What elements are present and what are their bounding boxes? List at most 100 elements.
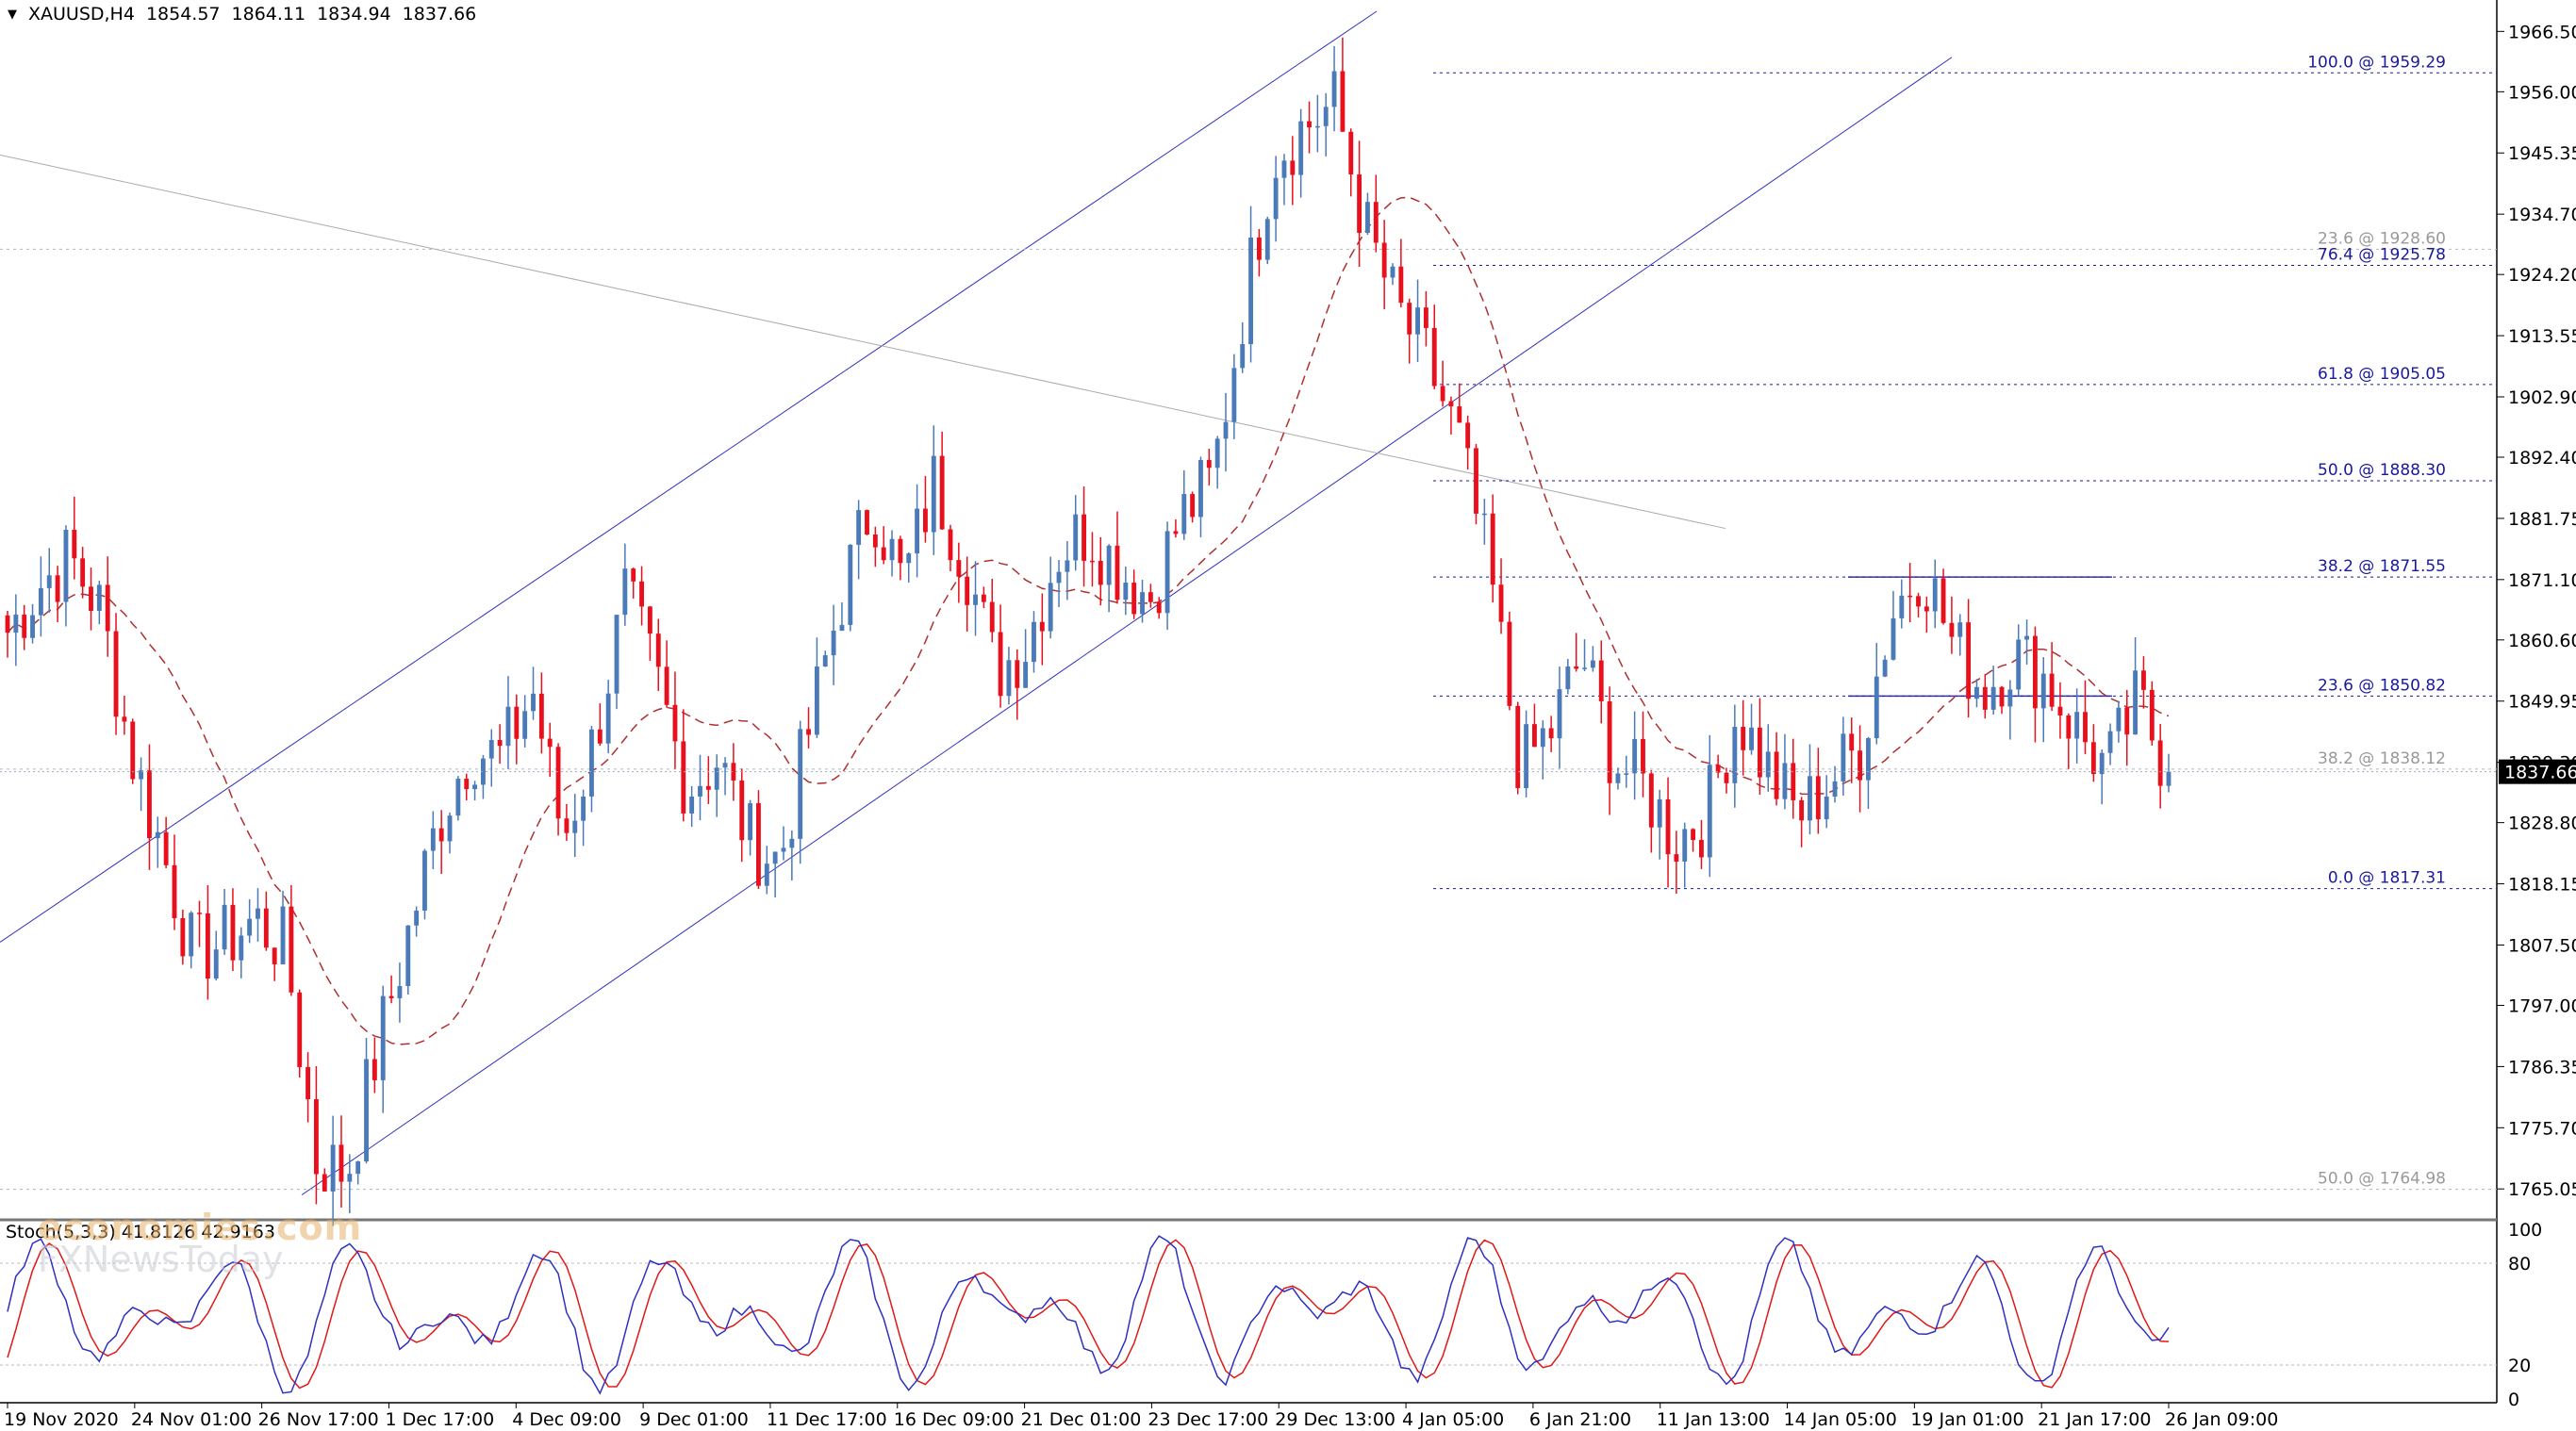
candle-bull [1540, 728, 1545, 748]
candle-bull [1565, 666, 1571, 690]
candle-bear [555, 747, 561, 819]
collapse-triangle-icon[interactable]: ▼ [8, 7, 17, 22]
candle-bear [172, 864, 177, 919]
candle-bear [1507, 621, 1512, 706]
candle-bull [1140, 592, 1145, 615]
candle-bear [1156, 601, 1162, 614]
candle-bear [1373, 202, 1379, 243]
candle-bear [1774, 751, 1779, 799]
candle-bear [1999, 686, 2005, 707]
candle-bear [1966, 622, 1972, 699]
candle-bull [906, 553, 912, 564]
candle-bear [756, 803, 761, 886]
candle-bear [1474, 448, 1478, 514]
candle-bear [2141, 670, 2146, 690]
price-tick-label: 1849.95 [2508, 692, 2576, 713]
candle-bear [163, 831, 169, 865]
candle-bull [447, 815, 453, 842]
candle-bear [806, 729, 811, 735]
fib-label: 50.0 @ 1888.30 [2318, 461, 2446, 480]
candle-bull [2024, 635, 2029, 640]
candle-bull [605, 693, 611, 744]
price-tick-label: 1765.05 [2508, 1179, 2576, 1200]
candle-bear [1698, 840, 1704, 858]
candle-bull [1164, 531, 1170, 614]
stoch-main-value: 41.8126 [121, 1222, 196, 1242]
candle-bear [514, 706, 520, 739]
candle-bear [1715, 765, 1721, 773]
candle-bear [2049, 673, 2055, 707]
candle-bear [1791, 763, 1796, 800]
fib-label: 38.2 @ 1838.12 [2318, 749, 2446, 768]
candle-bull [189, 913, 194, 957]
candle-bear [1598, 660, 1604, 701]
candle-bear [989, 601, 995, 633]
candle-bear [1532, 724, 1537, 748]
price-tick-label: 1828.80 [2508, 814, 2576, 834]
candle-bear [55, 575, 60, 602]
candle-bull [1415, 307, 1420, 335]
candle-bull [347, 1174, 353, 1182]
candle-bull [63, 530, 69, 602]
candle-bull [1264, 219, 1270, 260]
candle-bear [1940, 578, 1946, 623]
candle-bull [2074, 712, 2080, 739]
candle-bull [155, 831, 160, 839]
candle-bull [1808, 776, 1812, 821]
candle-bear [1206, 459, 1212, 469]
candle-bear [2124, 707, 2130, 735]
candle-bear [147, 770, 152, 839]
candle-bear [672, 704, 678, 742]
candle-bear [1498, 584, 1504, 622]
candle-bull [889, 538, 895, 561]
candle-bull [2016, 639, 2022, 690]
chart-header: ▼ XAUUSD,H4 1854.57 1864.11 1834.94 1837… [8, 4, 476, 25]
candle-bull [698, 785, 702, 797]
candle-bull [1048, 583, 1053, 632]
candle-bull [397, 986, 403, 998]
price-tick-label: 1902.90 [2508, 387, 2576, 408]
candle-bull [531, 693, 536, 712]
time-tick-label: 11 Jan 13:00 [1657, 1409, 1770, 1430]
candle-bear [2066, 715, 2072, 739]
candle-bear [731, 763, 736, 781]
candle-bull [915, 508, 920, 554]
candle-bull [781, 847, 786, 852]
candle-bull [1023, 662, 1029, 688]
stoch-level-label: 20 [2508, 1356, 2531, 1376]
candle-bull [505, 706, 511, 747]
candle-bear [547, 738, 553, 748]
candle-bear [339, 1144, 344, 1182]
candle-bear [105, 584, 110, 632]
candle-bear [130, 721, 136, 780]
price-axis: 1966.50 1956.00 1945.35 1934.70 1924.20 1913.… [0, 22, 2576, 1200]
candle-bear [1665, 798, 1671, 855]
candle-bull [1874, 676, 1879, 739]
candle-bear [1741, 727, 1746, 750]
candle-bear [597, 729, 603, 744]
candle-bear [898, 538, 903, 564]
candle-bear [2032, 635, 2038, 709]
candle-bear [1440, 386, 1445, 402]
candle-bull [355, 1160, 361, 1175]
candle-bull [1073, 514, 1079, 561]
candle-bull [572, 820, 578, 833]
candle-bear [1173, 531, 1179, 535]
candle-bear [939, 455, 945, 530]
candle-bear [89, 586, 93, 611]
candle-bear [1357, 174, 1362, 234]
time-tick-label: 24 Nov 01:00 [131, 1409, 252, 1430]
candle-bull [1231, 368, 1237, 422]
candle-bull [748, 803, 753, 841]
candle-bull [247, 918, 253, 936]
candle-bull [2040, 673, 2046, 709]
stoch-level-label: 80 [2508, 1254, 2531, 1275]
trendlines [0, 10, 2112, 1196]
candle-bull [589, 729, 594, 797]
candle-bear [1907, 595, 1913, 598]
candle-bull [46, 575, 52, 588]
candle-bull [2099, 752, 2105, 775]
candle-bull [422, 850, 427, 911]
time-tick-label: 29 Dec 13:00 [1275, 1409, 1395, 1430]
